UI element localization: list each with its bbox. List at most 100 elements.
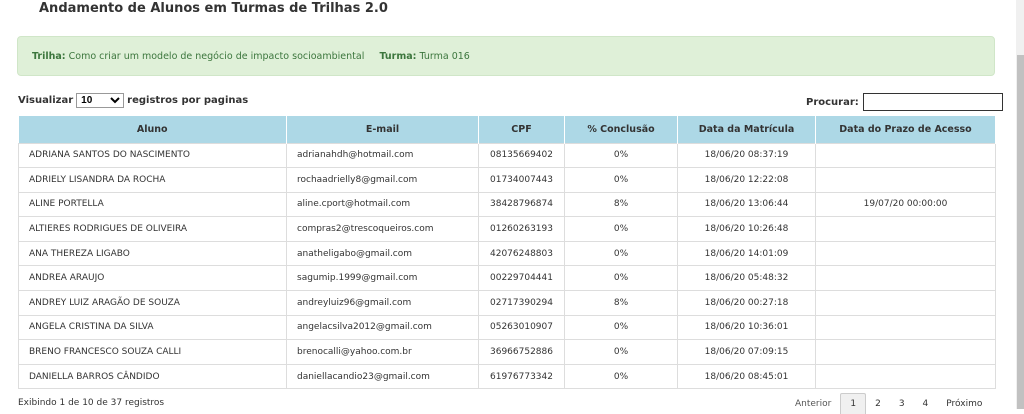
table-cell: 36966752886 <box>478 339 565 365</box>
search-control: Procurar: <box>806 93 1003 111</box>
prev-page-button[interactable]: Anterior <box>795 398 832 409</box>
table-cell: 18/06/20 13:06:44 <box>677 191 816 218</box>
table-cell: ANA THEREZA LIGABO <box>18 240 287 267</box>
table-cell: 18/06/20 08:37:19 <box>677 142 816 169</box>
table-cell: ADRIANA SANTOS DO NASCIMENTO <box>18 142 287 169</box>
students-table: Aluno E-mail CPF% Conclusão Data da Matrícu… <box>18 116 996 390</box>
table-cell <box>815 363 996 390</box>
table-cell: 8% <box>564 290 678 316</box>
column-header[interactable]: CPF <box>478 116 565 143</box>
trilha-label: Trilha: <box>32 51 66 62</box>
page-length-select[interactable]: 10 <box>76 93 125 108</box>
page-button-2[interactable]: 2 <box>875 398 881 409</box>
table-cell: angelacsilva2012@gmail.com <box>286 314 479 341</box>
table-cell: 0% <box>564 167 678 193</box>
table-cell <box>815 240 996 267</box>
table-cell: aline.cport@hotmail.com <box>286 191 479 218</box>
turma-value: Turma 016 <box>419 51 470 62</box>
page-title: Andamento de Alunos em Turmas de Trilhas… <box>39 1 388 16</box>
table-row: ALINE PORTELLA aline.cport@hotmail.com 384… <box>18 191 996 218</box>
table-cell <box>815 339 996 365</box>
table-cell: rochaadrielly8@gmail.com <box>286 167 479 193</box>
table-cell <box>815 216 996 242</box>
table-cell: 42076248803 <box>478 240 565 267</box>
turma-label: Turma: <box>379 51 417 62</box>
table-cell: 05263010907 <box>478 314 565 341</box>
search-label: Procurar: <box>806 96 859 108</box>
table-cell: adrianahdh@hotmail.com <box>286 142 479 169</box>
table-cell: 02717390294 <box>478 290 565 316</box>
table-cell: 01260263193 <box>478 216 565 242</box>
table-cell: 8% <box>564 191 678 218</box>
table-cell: 0% <box>564 216 678 242</box>
column-header[interactable]: Data do Prazo de Acesso <box>815 116 996 143</box>
pagination: Anterior 1 2 3 4 Próximo <box>786 393 991 414</box>
table-cell: 0% <box>564 314 678 341</box>
table-row: ADRIANA SANTOS DO NASCIMENTO adrianahdh@h… <box>18 142 996 169</box>
table-row: ANDREY LUIZ ARAGÃO DE SOUZA andreyluiz96@… <box>18 290 996 316</box>
table-cell: DANIELLA BARROS CÂNDIDO <box>18 363 287 390</box>
table-cell: 0% <box>564 142 678 169</box>
table-cell: 01734007443 <box>478 167 565 193</box>
table-cell: ALINE PORTELLA <box>18 191 287 218</box>
table-cell: 0% <box>564 339 678 365</box>
table-cell: andreyluiz96@gmail.com <box>286 290 479 316</box>
table-cell: compras2@trescoqueiros.com <box>286 216 479 242</box>
table-cell <box>815 314 996 341</box>
table-cell: 18/06/20 05:48:32 <box>677 265 816 292</box>
column-header[interactable]: % Conclusão <box>564 116 678 143</box>
table-cell <box>815 142 996 169</box>
table-cell <box>815 265 996 292</box>
table-cell: 61976773342 <box>478 363 565 390</box>
search-input[interactable] <box>862 93 1003 111</box>
table-row: DANIELLA BARROS CÂNDIDO daniellacandio23@… <box>18 363 996 390</box>
table-cell <box>815 167 996 193</box>
info-alert: Trilha: Como criar um modelo de negócio … <box>17 36 995 76</box>
column-header[interactable]: E-mail <box>286 116 479 143</box>
table-cell: ANDREY LUIZ ARAGÃO DE SOUZA <box>18 290 287 316</box>
page-length-control: Visualizar 10 registros por paginas <box>18 93 248 108</box>
column-header[interactable]: Aluno <box>18 116 287 143</box>
table-cell: 18/06/20 12:22:08 <box>677 167 816 193</box>
length-suffix: registros por paginas <box>127 95 249 106</box>
table-row: ANDREA ARAUJO sagumip.1999@gmail.com 00229… <box>18 265 996 292</box>
column-header[interactable]: Data da Matrícula <box>677 116 816 143</box>
page-button-4[interactable]: 4 <box>922 398 929 409</box>
table-cell: 0% <box>564 363 678 390</box>
table-cell: ANGELA CRISTINA DA SILVA <box>18 314 287 341</box>
table-cell: 18/06/20 00:27:18 <box>677 290 816 316</box>
page-button-3[interactable]: 3 <box>898 398 905 409</box>
table-cell: 00229704441 <box>478 265 565 292</box>
table-cell: ANDREA ARAUJO <box>18 265 287 292</box>
table-row: ANGELA CRISTINA DA SILVA angelacsilva2012… <box>18 314 996 341</box>
table-cell: 18/06/20 10:36:01 <box>677 314 816 341</box>
table-cell: brenocalli@yahoo.com.br <box>286 339 479 365</box>
scrollbar-thumb[interactable] <box>1017 55 1024 409</box>
table-row: ALTIERES RODRIGUES DE OLIVEIRA compras2@t… <box>18 216 996 242</box>
table-info: Exibindo 1 de 10 de 37 registros <box>18 398 165 408</box>
table-cell: 18/06/20 14:01:09 <box>677 240 816 267</box>
trilha-value: Como criar um modelo de negócio de impac… <box>68 51 365 62</box>
table-cell: BRENO FRANCESCO SOUZA CALLI <box>18 339 287 365</box>
table-row: ADRIELY LISANDRA DA ROCHA rochaadrielly8@… <box>18 167 996 193</box>
table-cell: 18/06/20 07:09:15 <box>677 339 816 365</box>
table-cell: ALTIERES RODRIGUES DE OLIVEIRA <box>18 216 287 242</box>
next-page-button[interactable]: Próximo <box>946 398 983 409</box>
scrollbar[interactable] <box>1016 0 1024 409</box>
table-cell: 18/06/20 10:26:48 <box>677 216 816 242</box>
table-row: BRENO FRANCESCO SOUZA CALLI brenocalli@ya… <box>18 339 996 365</box>
table-cell: 38428796874 <box>478 191 565 218</box>
table-cell: 18/06/20 08:45:01 <box>677 363 816 390</box>
table-cell: 08135669402 <box>478 142 565 169</box>
table-cell: ADRIELY LISANDRA DA ROCHA <box>18 167 287 193</box>
page-button-1[interactable]: 1 <box>840 393 867 414</box>
table-cell: 0% <box>564 240 678 267</box>
table-cell: 19/07/20 00:00:00 <box>815 191 996 218</box>
table-cell <box>815 290 996 316</box>
table-cell: sagumip.1999@gmail.com <box>286 265 479 292</box>
table-row: ANA THEREZA LIGABO anatheligabo@gmail.com… <box>18 240 996 267</box>
table-cell: 0% <box>564 265 678 292</box>
table-cell: anatheligabo@gmail.com <box>286 240 479 267</box>
length-prefix: Visualizar <box>18 95 74 106</box>
table-cell: daniellacandio23@gmail.com <box>286 363 479 390</box>
